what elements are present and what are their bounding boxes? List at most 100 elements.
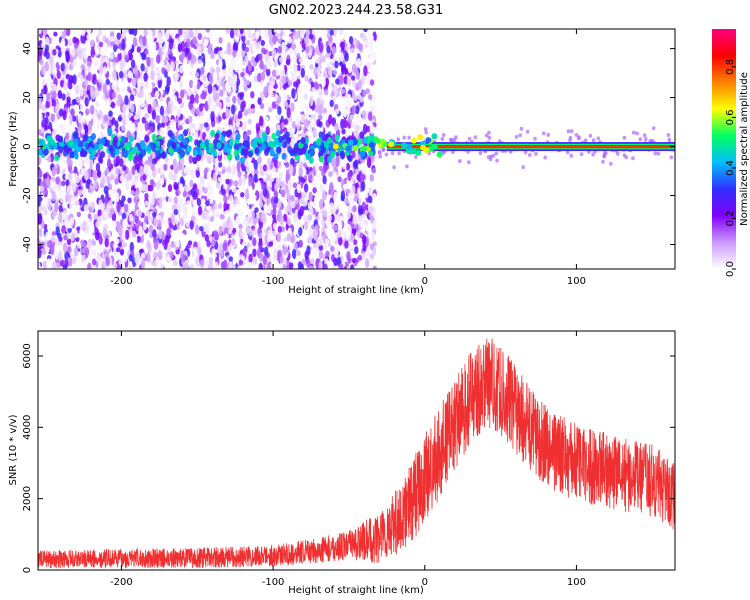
spectrogram-cell xyxy=(384,152,389,157)
spectrogram-cell xyxy=(368,206,374,214)
spectrogram-cell xyxy=(250,210,255,221)
spectrogram-cell xyxy=(352,145,359,152)
spectrogram-cell xyxy=(345,45,350,52)
spectrogram-cell xyxy=(669,155,674,160)
spectrogram-cell xyxy=(173,260,178,267)
spectrogram-cell xyxy=(222,69,228,75)
spectrogram-cell xyxy=(257,97,262,105)
spectrogram-cell xyxy=(631,130,636,135)
spectrogram-cell xyxy=(347,139,354,146)
spectrogram-cell xyxy=(73,130,79,138)
spectrogram-cell xyxy=(325,250,330,257)
spectrogram-cell xyxy=(80,29,86,37)
spectrogram-cell xyxy=(304,75,309,82)
spectrogram-cell xyxy=(318,131,324,139)
spectrogram-cell xyxy=(369,243,374,251)
spectrogram-cell xyxy=(83,49,88,60)
spectrogram-cell xyxy=(198,182,203,190)
spectrogram-cell xyxy=(76,96,81,104)
spectrogram-cell xyxy=(346,93,352,103)
spectrogram-cell xyxy=(100,151,105,159)
snr-y-tick-label: 0 xyxy=(22,567,33,573)
spectrogram-cell xyxy=(143,66,149,73)
spectrogram-cell xyxy=(70,108,75,117)
spectrogram-cell xyxy=(85,39,90,49)
spectrogram-cell xyxy=(121,87,126,93)
spectrogram-cell xyxy=(65,132,70,140)
spectrogram-cell xyxy=(351,63,357,73)
spectrogram-cell xyxy=(184,262,189,269)
spectrogram-cell xyxy=(514,134,519,139)
spectrogram-cell xyxy=(214,132,220,140)
spectrogram-cell xyxy=(365,167,371,177)
spectrogram-cell xyxy=(63,149,68,157)
spectrogram-cell xyxy=(46,261,51,268)
spectrogram-cell xyxy=(137,211,143,217)
spectrogram-cell xyxy=(326,45,331,54)
spectrogram-cell xyxy=(87,262,92,269)
spectrogram-cell xyxy=(277,225,282,233)
spectrogram-cell xyxy=(108,144,114,152)
spectrogram-cell xyxy=(153,217,158,228)
spectrogram-cell xyxy=(224,233,229,239)
spectrogram-cell xyxy=(167,139,173,147)
spectrogram-cell xyxy=(353,195,358,202)
spectrogram-cell xyxy=(290,29,295,33)
spectrogram-cell xyxy=(170,60,175,72)
spectrogram-cell xyxy=(323,112,328,120)
spectrogram-cell xyxy=(189,179,194,188)
spectrogram-cell xyxy=(601,159,605,164)
spectrogram-cell xyxy=(284,161,290,168)
spectrogram-cell xyxy=(174,214,180,225)
spectrogram-cell xyxy=(144,112,149,120)
spectrogram-cell xyxy=(124,95,129,106)
spectrogram-cell xyxy=(197,32,203,41)
colorbar-ticks: 0.00.20.40.60.8 xyxy=(725,59,736,277)
spectrogram-cell xyxy=(163,163,168,171)
spectrogram-cell xyxy=(92,172,98,182)
spectrogram-cell xyxy=(187,51,192,61)
spectrogram-cell xyxy=(108,188,113,198)
spectrogram-cell xyxy=(338,236,343,246)
spectrogram-cell xyxy=(240,255,245,261)
spectrogram-cell xyxy=(177,97,182,104)
spectrogram-cell xyxy=(285,136,291,144)
spectrogram-cell xyxy=(178,183,183,189)
spectrogram-cell xyxy=(240,72,245,78)
spectrogram-cell xyxy=(329,202,334,210)
spectrogram-cell xyxy=(129,241,134,253)
spectrogram-cell xyxy=(371,167,377,174)
spectrogram-cell xyxy=(335,156,340,168)
spectrogram-cell xyxy=(144,200,149,207)
spectrogram-cell xyxy=(66,99,71,108)
spectrogram-cell xyxy=(252,40,257,51)
spectrogram-cell xyxy=(213,40,218,49)
spectrogram-cell xyxy=(566,129,571,134)
spectrogram-cell xyxy=(283,101,288,107)
spectrogram-cell xyxy=(441,133,446,137)
spectrogram-cell xyxy=(105,249,110,259)
spectrogram-cell xyxy=(338,202,343,209)
spectrogram-cell xyxy=(182,104,188,114)
spectrogram-cell xyxy=(206,171,211,183)
spectrogram-cell xyxy=(132,230,137,238)
spectrogram-cell xyxy=(97,209,102,218)
spectrogram-cell xyxy=(299,263,305,269)
spectrogram-cell xyxy=(316,176,321,186)
spectrogram-cell xyxy=(193,149,199,157)
spectrogram-cell xyxy=(351,257,357,264)
spectrogram-cell xyxy=(190,168,195,179)
spectrogram-cell xyxy=(207,96,212,107)
spectrogram-cell xyxy=(254,207,259,213)
spectrogram-cell xyxy=(233,113,239,122)
spectrogram-cell xyxy=(143,72,148,82)
colorbar-tick-label: 0.4 xyxy=(725,160,736,176)
spectrogram-cell xyxy=(314,196,320,207)
spectrogram-cell xyxy=(303,214,308,222)
spectrogram-cell xyxy=(179,64,184,74)
spectrogram-cell xyxy=(106,158,112,169)
spectrogram-cell xyxy=(212,87,217,96)
spectrogram-cell xyxy=(273,196,279,204)
spectrogram-cell xyxy=(232,49,237,58)
spectrogram-y-tick-label: -20 xyxy=(22,187,33,203)
